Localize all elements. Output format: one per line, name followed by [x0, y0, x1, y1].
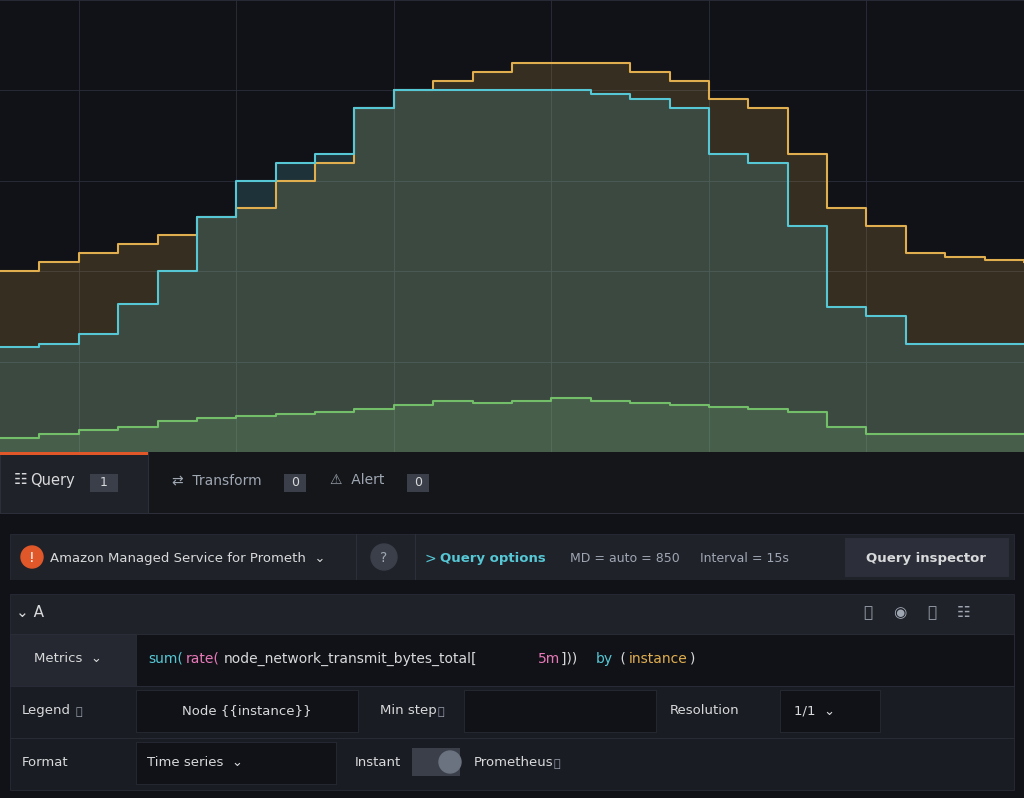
- Bar: [10, 594, 1014, 634]
- Bar: [0, 452, 1024, 514]
- Text: Interval = 15s: Interval = 15s: [700, 552, 788, 565]
- Text: MD = auto = 850: MD = auto = 850: [570, 552, 680, 565]
- Text: Resolution: Resolution: [670, 704, 739, 717]
- Text: Amazon Managed Service for Prometh  ⌄: Amazon Managed Service for Prometh ⌄: [50, 552, 326, 565]
- Text: ⌄ A: ⌄ A: [16, 605, 44, 620]
- Bar: [0, 452, 148, 514]
- Text: instance: instance: [629, 652, 688, 666]
- Text: Query options: Query options: [440, 552, 546, 565]
- Legend: Node 10.0.11.182:9100, Node 10.0.11.74:9100, Node 10.0.12.110:9100: Node 10.0.11.182:9100, Node 10.0.11.74:9…: [11, 538, 201, 590]
- Text: ⧉: ⧉: [863, 605, 872, 620]
- Text: 5m: 5m: [538, 652, 560, 666]
- Text: sum(: sum(: [148, 652, 183, 666]
- Text: !: !: [30, 551, 35, 565]
- Text: Legend: Legend: [22, 704, 71, 717]
- Text: 0: 0: [414, 476, 422, 489]
- Text: 0: 0: [291, 476, 299, 489]
- Text: Query inspector: Query inspector: [866, 552, 986, 565]
- Circle shape: [22, 546, 43, 568]
- Bar: [10, 534, 1014, 580]
- Text: (: (: [616, 652, 626, 666]
- Text: ⓘ: ⓘ: [554, 759, 560, 769]
- Text: ⇄  Transform: ⇄ Transform: [172, 473, 261, 487]
- Text: Query: Query: [30, 473, 75, 488]
- Text: ): ): [690, 652, 695, 666]
- Bar: [407, 474, 429, 492]
- Text: >: >: [425, 552, 436, 566]
- Text: ])): ])): [561, 652, 582, 666]
- Bar: [780, 690, 880, 732]
- Text: ☷: ☷: [957, 605, 971, 620]
- Text: ?: ?: [380, 551, 388, 565]
- Bar: [464, 690, 656, 732]
- Text: by: by: [596, 652, 613, 666]
- Bar: [0, 580, 1024, 594]
- Text: 1/1  ⌄: 1/1 ⌄: [795, 704, 836, 717]
- Bar: [10, 686, 1014, 738]
- Text: ⓘ: ⓘ: [437, 707, 443, 717]
- Bar: [90, 474, 118, 492]
- Text: Format: Format: [22, 756, 69, 769]
- Circle shape: [371, 544, 397, 570]
- Text: Node {{instance}}: Node {{instance}}: [182, 704, 311, 717]
- Text: Metrics  ⌄: Metrics ⌄: [34, 652, 102, 665]
- Bar: [284, 474, 306, 492]
- Text: rate(: rate(: [186, 652, 220, 666]
- Text: Time series  ⌄: Time series ⌄: [147, 756, 243, 769]
- Bar: [0, 514, 1024, 534]
- Text: Prometheus: Prometheus: [474, 756, 554, 769]
- Text: ◉: ◉: [893, 605, 906, 620]
- Bar: [0, 452, 148, 455]
- Text: node_network_transmit_bytes_total[: node_network_transmit_bytes_total[: [224, 652, 477, 666]
- Text: 🗑: 🗑: [928, 605, 937, 620]
- Circle shape: [439, 751, 461, 773]
- Text: Min step: Min step: [380, 704, 437, 717]
- Text: ⚠  Alert: ⚠ Alert: [330, 473, 384, 487]
- Text: ⓘ: ⓘ: [76, 707, 83, 717]
- Text: Instant: Instant: [355, 756, 401, 769]
- Bar: [412, 748, 460, 776]
- Bar: [845, 538, 1008, 576]
- Bar: [10, 634, 136, 686]
- Bar: [136, 742, 336, 784]
- Text: ☷: ☷: [14, 472, 28, 487]
- Text: 1: 1: [100, 476, 108, 489]
- Bar: [136, 690, 358, 732]
- Bar: [136, 634, 1014, 686]
- Bar: [0, 513, 1024, 514]
- Bar: [10, 634, 1014, 686]
- Bar: [10, 738, 1014, 790]
